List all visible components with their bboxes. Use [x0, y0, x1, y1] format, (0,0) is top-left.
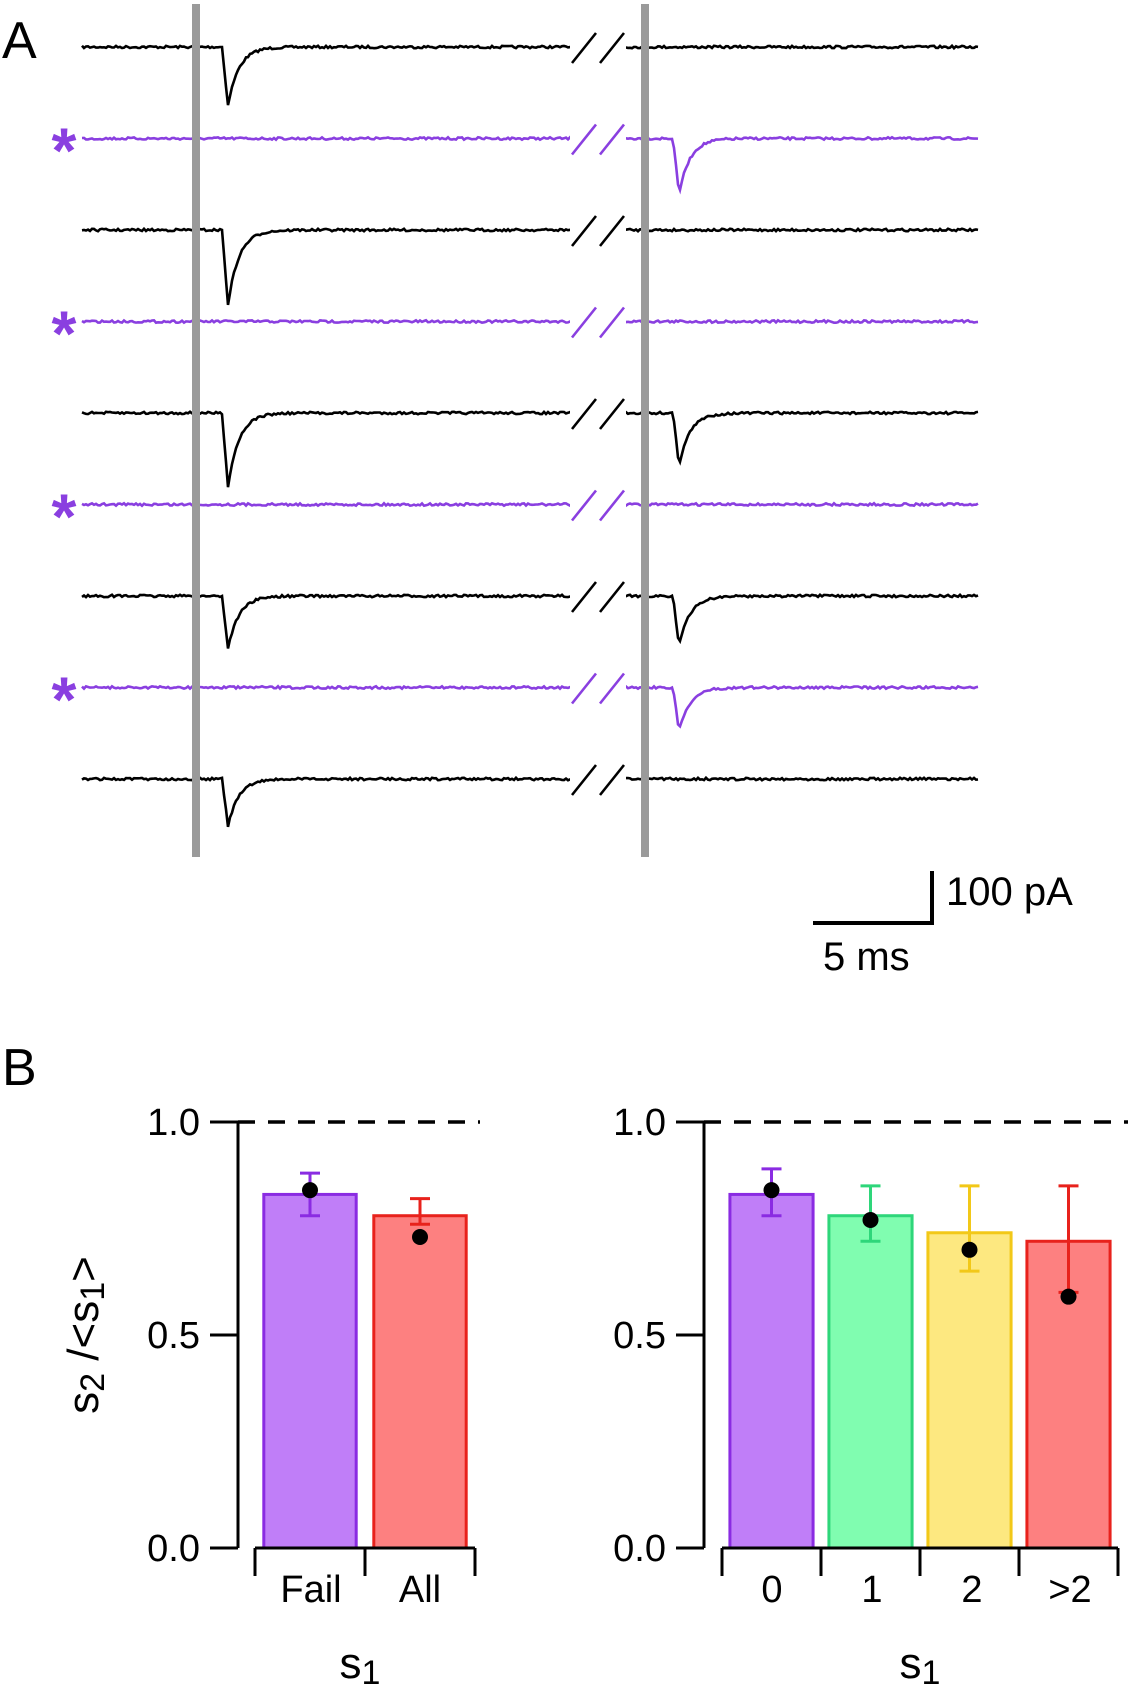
y-tick-label-right-0: 0.0	[613, 1528, 666, 1570]
left-bar-1	[372, 1214, 468, 1550]
trace-1	[81, 43, 979, 106]
asterisk-marker-8: *	[52, 664, 77, 736]
trace-2	[81, 135, 979, 195]
break-mark-a-7	[570, 581, 598, 613]
right-point-0	[763, 1182, 780, 1199]
right-point-2	[961, 1241, 978, 1258]
trace-break-gap-4	[570, 303, 626, 340]
break-mark-b-9	[598, 764, 626, 796]
trace-9	[81, 775, 979, 828]
break-mark-b-4	[598, 306, 626, 339]
trace-break-gap-3	[570, 212, 626, 248]
break-mark-b-3	[598, 215, 626, 247]
break-mark-b-5	[598, 398, 626, 430]
x-category-label-all: All	[399, 1569, 441, 1611]
y-tick-label-05: 0.5	[147, 1315, 200, 1357]
y-tick-label-right-1: 1.0	[613, 1102, 666, 1144]
asterisk-marker-6: *	[52, 481, 77, 553]
break-mark-b-6	[598, 489, 626, 522]
trace-6	[81, 501, 979, 508]
break-mark-a-4	[570, 306, 598, 339]
asterisk-marker-4: *	[52, 298, 77, 370]
scale-label-current: 100 pA	[946, 870, 1073, 914]
scale-label-time: 5 ms	[823, 935, 910, 979]
x-category-label-1: 1	[861, 1569, 882, 1611]
trace-break-gap-9	[570, 761, 626, 797]
y-tick-label-0: 0.0	[147, 1528, 200, 1570]
trace-break-gap-5	[570, 395, 626, 431]
chart-right: 0.0 0.5 1.0 0 1 2 >2 s1	[613, 1102, 1128, 1687]
break-mark-b-7	[598, 581, 626, 613]
right-point-3	[1060, 1288, 1077, 1305]
trace-3	[81, 226, 979, 306]
break-mark-a-9	[570, 764, 598, 796]
panel-b-label: B	[2, 1039, 37, 1097]
right-bar-2	[926, 1231, 1013, 1550]
y-tick-label-1: 1.0	[147, 1102, 200, 1144]
chart-left: 0.0 0.5 1.0 Fail All s1	[147, 1102, 480, 1687]
right-bar-0	[728, 1192, 815, 1550]
trace-7	[81, 592, 979, 649]
scale-bar: 100 pA 5 ms	[813, 870, 1073, 979]
trace-4	[81, 318, 979, 325]
break-mark-a-3	[570, 215, 598, 247]
x-axis-title-right: s1	[900, 1639, 941, 1687]
bars-right	[728, 1167, 1112, 1550]
right-point-1	[862, 1211, 879, 1228]
x-category-label-0: 0	[761, 1569, 782, 1611]
break-mark-a-8	[570, 672, 598, 705]
break-mark-a-2	[570, 123, 598, 156]
break-mark-a-5	[570, 398, 598, 430]
break-mark-b-2	[598, 123, 626, 156]
x-category-label-gt2: >2	[1048, 1569, 1091, 1611]
right-bar-1	[827, 1214, 914, 1550]
break-mark-a-6	[570, 489, 598, 522]
trace-8	[81, 684, 979, 729]
panel-a-label: A	[2, 12, 37, 70]
trace-break-gap-6	[570, 486, 626, 523]
trace-break-gap-8	[570, 669, 626, 706]
trace-break-gap-7	[570, 578, 626, 614]
x-category-label-fail: Fail	[280, 1569, 341, 1611]
asterisk-marker-2: *	[52, 115, 77, 187]
trace-5	[81, 409, 979, 488]
break-mark-b-8	[598, 672, 626, 705]
trace-break-gap-1	[570, 29, 626, 65]
left-point-1	[412, 1229, 428, 1246]
break-mark-a-1	[570, 32, 598, 64]
panel-a-traces: * * * *	[52, 4, 979, 857]
y-axis-title: s2 /<s1>	[59, 1256, 112, 1414]
y-tick-label-right-05: 0.5	[613, 1315, 666, 1357]
x-axis-title-left: s1	[340, 1639, 381, 1687]
bars-left	[262, 1171, 468, 1550]
break-mark-b-1	[598, 32, 626, 64]
left-bar-0	[262, 1192, 358, 1550]
left-point-0	[302, 1182, 318, 1199]
x-category-label-2: 2	[961, 1569, 982, 1611]
trace-break-gap-2	[570, 120, 626, 157]
